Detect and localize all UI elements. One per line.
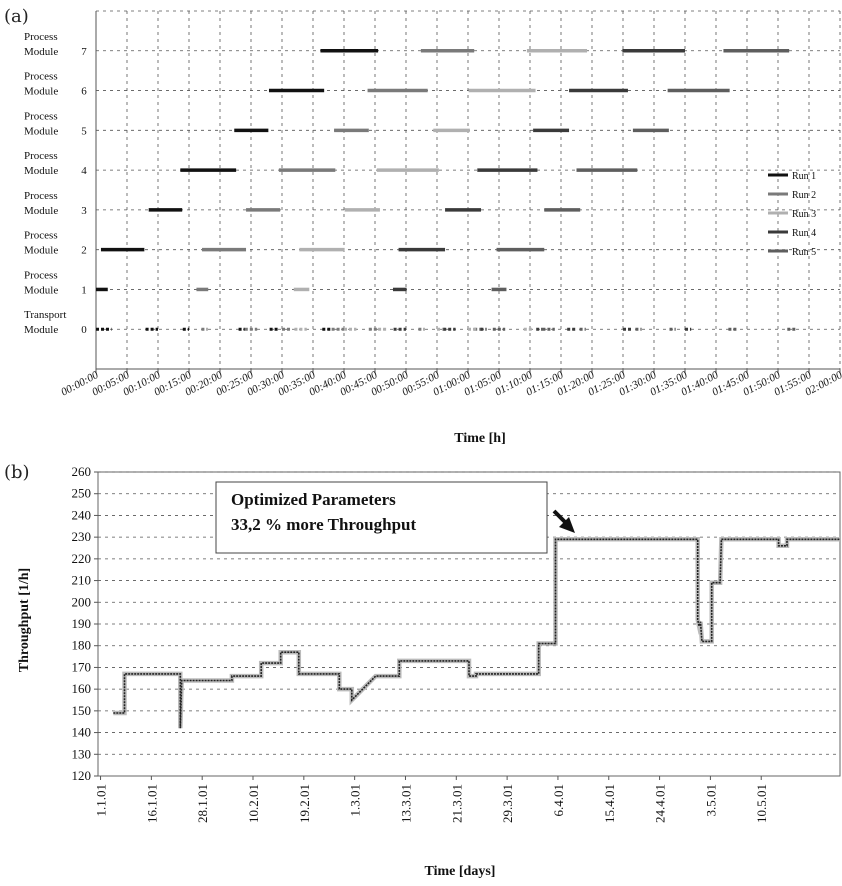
row-index-tick: 1 xyxy=(81,284,87,296)
throughput-panel: (b) 120 130 140 150 160 170 180 190 200 210 220 230… xyxy=(4,462,840,879)
y-tick-label: 120 xyxy=(72,768,92,783)
y-tick-label: 200 xyxy=(72,594,92,609)
x-tick-label: 15.4.01 xyxy=(602,784,617,823)
y-tick-label: 210 xyxy=(72,573,92,588)
row-label-line1: Process xyxy=(24,269,58,281)
x-tick-label: 29.3.01 xyxy=(500,784,515,823)
row-label-line2: Module xyxy=(24,46,58,58)
x-tick-label: 3.5.01 xyxy=(703,784,718,817)
annotation-line-1: Optimized Parameters xyxy=(231,490,396,509)
row-index-tick: 3 xyxy=(81,205,87,217)
annotation-box: Optimized Parameters 33,2 % more Through… xyxy=(216,482,575,553)
row-label-line1: Transport xyxy=(24,309,66,321)
legend-label: Run 5 xyxy=(792,247,816,258)
row-index-tick: 7 xyxy=(81,46,87,58)
gantt-panel: (a) Process Module 7 Process Module 6 Process M… xyxy=(4,6,842,446)
y-tick-label: 180 xyxy=(72,638,92,653)
x-tick-label: 19.2.01 xyxy=(297,784,312,823)
throughput-line-halo xyxy=(113,539,840,728)
row-index-tick: 5 xyxy=(81,125,87,137)
row-label-line1: Process xyxy=(24,150,58,162)
row-index-tick: 0 xyxy=(81,324,87,336)
panel-b-label: (b) xyxy=(4,462,30,483)
throughput-y-axis-title: Throughput [1/h] xyxy=(17,568,32,672)
row-index-tick: 6 xyxy=(81,86,87,98)
row-label-line2: Module xyxy=(24,165,58,177)
panel-a-label: (a) xyxy=(4,6,29,27)
y-tick-label: 240 xyxy=(72,507,92,522)
row-label-line2: Module xyxy=(24,205,58,217)
y-tick-label: 150 xyxy=(72,703,92,718)
x-tick-label: 10.5.01 xyxy=(754,784,769,823)
legend-label: Run 3 xyxy=(792,209,816,220)
y-tick-label: 160 xyxy=(72,681,92,696)
legend-label: Run 2 xyxy=(792,190,816,201)
row-label-line1: Process xyxy=(24,71,58,83)
x-tick-label: 28.1.01 xyxy=(195,784,210,823)
row-label-line2: Module xyxy=(24,125,58,137)
y-tick-label: 250 xyxy=(72,486,92,501)
x-tick-label: 21.3.01 xyxy=(449,784,464,823)
y-tick-label: 140 xyxy=(72,725,92,740)
x-tick-label: 1.3.01 xyxy=(348,784,363,817)
x-tick-label: 13.3.01 xyxy=(398,784,413,823)
gantt-segments xyxy=(96,51,797,329)
row-index-tick: 2 xyxy=(81,245,87,257)
row-label-line1: Process xyxy=(24,110,58,122)
row-label-line1: Process xyxy=(24,190,58,202)
x-tick-label: 24.4.01 xyxy=(653,784,668,823)
y-tick-label: 260 xyxy=(72,464,92,479)
gantt-row-labels: Process Module 7 Process Module 6 Process Modul… xyxy=(24,31,87,336)
gantt-x-axis-title: Time [h] xyxy=(454,431,505,446)
y-tick-label: 130 xyxy=(72,746,92,761)
row-label-line2: Module xyxy=(24,86,58,98)
y-tick-label: 230 xyxy=(72,529,92,544)
throughput-x-ticks: 1.1.01 16.1.01 28.1.01 10.2.01 19.2.01 1.3.01… xyxy=(94,776,770,823)
gantt-x-ticks: 00:00:0000:05:0000:10:0000:15:0000:20:00… xyxy=(59,369,842,399)
x-tick-label: 6.4.01 xyxy=(551,784,566,817)
throughput-line xyxy=(113,539,840,728)
throughput-y-ticks: 120 130 140 150 160 170 180 190 200 210 220 230 240 2… xyxy=(72,464,99,783)
row-label-line2: Module xyxy=(24,324,58,336)
row-label-line1: Process xyxy=(24,31,58,43)
y-tick-label: 220 xyxy=(72,551,92,566)
x-tick-label: 16.1.01 xyxy=(144,784,159,823)
legend-label: Run 4 xyxy=(792,228,816,239)
y-tick-label: 190 xyxy=(72,616,92,631)
y-tick-label: 170 xyxy=(72,659,92,674)
x-tick-label: 10.2.01 xyxy=(246,784,261,823)
row-label-line2: Module xyxy=(24,284,58,296)
throughput-x-axis-title: Time [days] xyxy=(425,864,496,879)
x-tick-label: 1.1.01 xyxy=(94,784,109,817)
row-index-tick: 4 xyxy=(81,165,87,177)
throughput-series xyxy=(113,539,840,728)
gantt-grid xyxy=(96,11,840,373)
annotation-line-2: 33,2 % more Throughput xyxy=(231,515,416,534)
row-label-line1: Process xyxy=(24,230,58,242)
row-label-line2: Module xyxy=(24,245,58,257)
legend-label: Run 1 xyxy=(792,171,816,182)
